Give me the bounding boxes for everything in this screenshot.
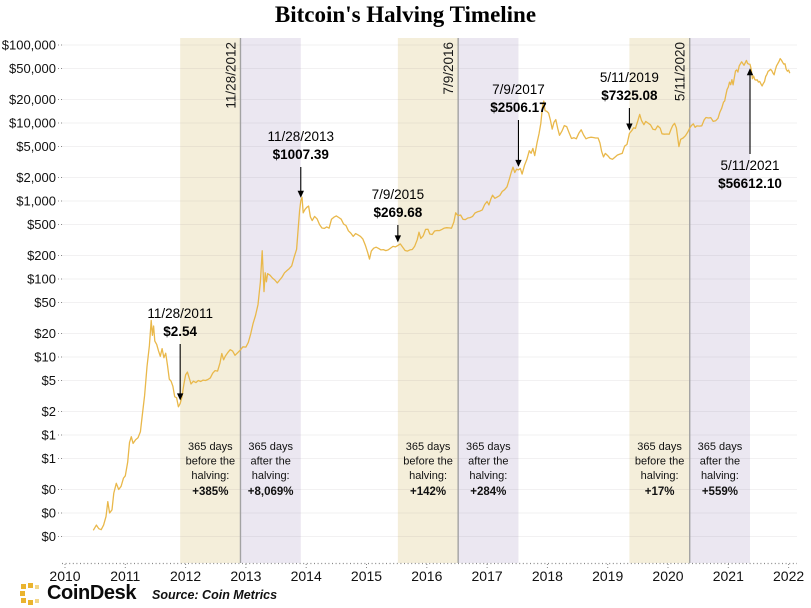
band-caption-after-line: halving: (252, 470, 290, 482)
band-caption-before-pct: +385% (192, 486, 228, 498)
coindesk-logo-text: CoinDesk (47, 582, 137, 604)
annotation-3-date: 7/9/2015 (372, 187, 425, 202)
band-caption-before-line: 365 days (188, 441, 233, 453)
band-caption-before-line: before the (186, 456, 236, 468)
annotation-5-price: $7325.08 (601, 88, 658, 103)
x-tick-label: 2018 (532, 568, 563, 584)
band-caption-after-line: 365 days (698, 441, 743, 453)
y-tick-label: $200 (27, 248, 56, 263)
band-caption-before-pct: +17% (645, 486, 675, 498)
x-tick-label: 2011 (110, 568, 140, 584)
band-caption-before-line: 365 days (406, 441, 451, 453)
halving-date-label-1: 11/28/2012 (223, 42, 238, 109)
y-tick-label: $1 (42, 428, 56, 443)
y-tick-label: $100 (27, 272, 56, 287)
annotation-1-arrowhead (176, 393, 184, 401)
x-tick-label: 2014 (291, 568, 322, 584)
band-caption-before-line: halving: (409, 470, 447, 482)
band-caption-after-pct: +284% (470, 486, 506, 498)
price-line (92, 57, 791, 531)
annotation-4-price: $2506.17 (490, 100, 546, 115)
band-caption-before-line: halving: (641, 470, 679, 482)
y-tick-label: $2,000 (16, 170, 56, 185)
y-tick-label: $10,000 (9, 116, 56, 131)
source-credit: Source: Coin Metrics (152, 588, 278, 602)
band-caption-after-line: 365 days (466, 441, 511, 453)
annotation-5-date: 5/11/2019 (600, 70, 659, 85)
x-tick-label: 2010 (49, 568, 80, 584)
annotation-4-arrowhead (515, 159, 522, 167)
band-caption-after-line: after the (468, 456, 508, 468)
y-tick-label: $20 (34, 326, 56, 341)
y-tick-label: $5,000 (16, 139, 56, 154)
x-tick-label: 2019 (592, 568, 623, 584)
y-tick-label: $100,000 (2, 38, 56, 53)
y-tick-label: $1 (42, 451, 56, 466)
annotation-1-date: 11/28/2011 (147, 306, 213, 321)
halving-band-before-3 (629, 38, 690, 563)
annotation-6-date: 5/11/2021 (720, 158, 779, 173)
x-tick-label: 2015 (351, 568, 382, 584)
halving-band-after-3 (689, 38, 751, 563)
band-caption-before-line: 365 days (637, 441, 682, 453)
y-tick-label: $0 (42, 529, 56, 544)
annotation-3-price: $269.68 (373, 205, 422, 220)
y-tick-label: $5 (42, 373, 56, 388)
y-tick-label: $1,000 (16, 194, 56, 209)
chart-title: Bitcoin's Halving Timeline (274, 2, 537, 27)
y-tick-label: $50 (34, 295, 56, 310)
x-tick-label: 2013 (230, 568, 261, 584)
band-caption-after-line: halving: (469, 470, 507, 482)
band-caption-before-line: halving: (191, 470, 229, 482)
y-tick-label: $0 (42, 506, 56, 521)
band-caption-after-pct: +8,069% (248, 486, 294, 498)
band-caption-before-line: before the (635, 456, 685, 468)
y-tick-label: $10 (34, 350, 56, 365)
annotation-2-price: $1007.39 (273, 147, 329, 162)
annotation-3-arrowhead (394, 235, 402, 243)
band-caption-after-line: after the (700, 456, 740, 468)
annotation-2-date: 11/28/2013 (267, 129, 334, 144)
x-tick-label: 2017 (472, 568, 503, 584)
x-tick-label: 2020 (652, 568, 683, 584)
halving-band-before-1 (180, 38, 241, 563)
halving-band-before-2 (397, 38, 459, 563)
x-tick-label: 2022 (773, 568, 804, 584)
y-tick-label: $2 (42, 404, 56, 419)
band-caption-before-line: before the (403, 456, 453, 468)
annotation-5-arrowhead (626, 123, 633, 131)
band-caption-before-pct: +142% (410, 486, 446, 498)
y-tick-label: $20,000 (9, 92, 56, 107)
x-tick-label: 2021 (713, 568, 744, 584)
coindesk-logo-icon (20, 582, 39, 605)
halving-date-label-3: 5/11/2020 (673, 42, 688, 101)
y-tick-label: $500 (27, 217, 56, 232)
y-tick-label: $0 (42, 482, 56, 497)
band-caption-after-line: after the (250, 456, 290, 468)
annotation-1-price: $2.54 (163, 324, 197, 339)
band-caption-after-pct: +559% (702, 486, 738, 498)
halving-band-after-1 (240, 38, 301, 563)
halving-band-after-2 (458, 38, 519, 563)
band-caption-after-line: 365 days (248, 441, 293, 453)
x-tick-label: 2012 (170, 568, 201, 584)
x-tick-label: 2016 (411, 568, 442, 584)
annotation-6-price: $56612.10 (718, 176, 782, 191)
annotation-4-date: 7/9/2017 (492, 82, 545, 97)
annotation-6-arrowhead (746, 68, 754, 76)
footer: CoinDesk Source: Coin Metrics (20, 582, 277, 605)
band-caption-after-line: halving: (701, 470, 739, 482)
y-tick-label: $50,000 (9, 61, 56, 76)
halving-date-label-2: 7/9/2016 (441, 42, 456, 95)
annotation-2-arrowhead (297, 190, 304, 198)
